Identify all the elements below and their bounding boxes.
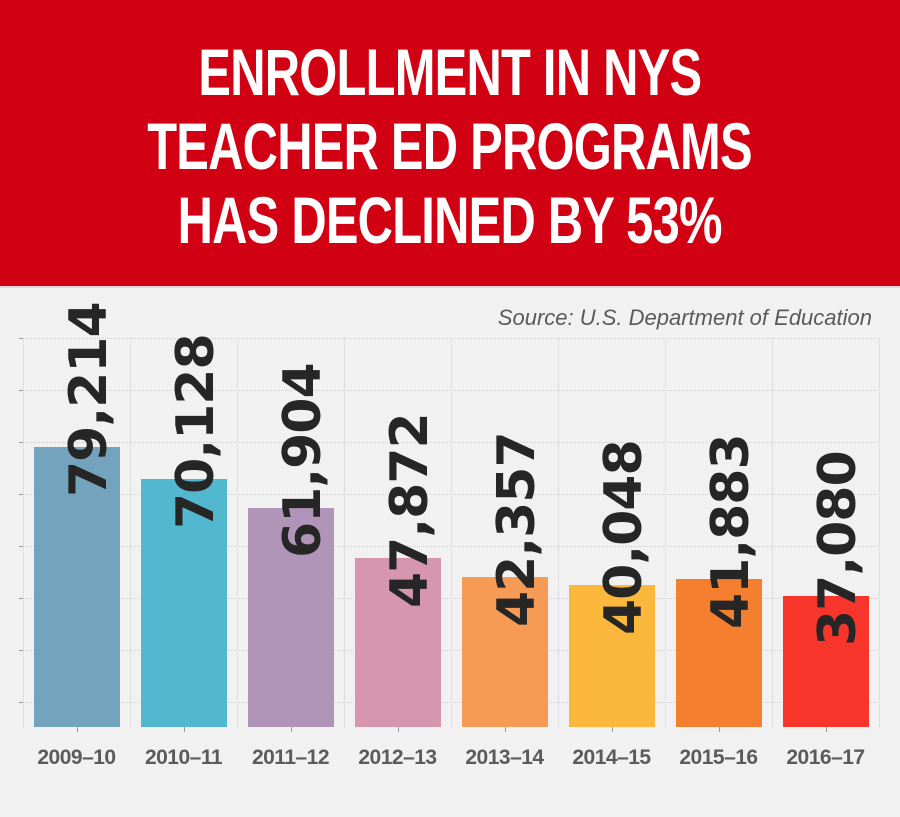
- x-tick: [612, 727, 613, 732]
- bar-value-label: 61,904: [273, 363, 333, 558]
- bar-2010–11: [141, 479, 227, 727]
- v-gridline: [130, 338, 131, 727]
- bar-value-label: 37,080: [808, 451, 868, 646]
- title-line-3: HAS DECLINED BY 53%: [177, 183, 723, 257]
- x-axis-label: 2009–10: [37, 746, 116, 769]
- v-gridline: [772, 338, 773, 727]
- bar-2014–15: [569, 585, 655, 727]
- source-note: Source: U.S. Department of Education: [497, 305, 872, 330]
- bar-2016–17: [783, 596, 869, 727]
- bar-2012–13: [355, 558, 441, 727]
- bar-value-label: 41,883: [701, 434, 761, 629]
- title-line-1: ENROLLMENT IN NYS: [198, 35, 703, 109]
- bar-2009–10: [34, 447, 120, 727]
- bar-value-label: 42,357: [487, 432, 547, 627]
- v-gridline: [665, 338, 666, 727]
- y-tick: [19, 494, 24, 495]
- bar-2011–12: [248, 508, 334, 727]
- x-axis-label: 2013–14: [465, 746, 544, 769]
- v-gridline: [451, 338, 452, 727]
- x-axis-label: 2016–17: [786, 746, 865, 769]
- v-gridline: [23, 338, 24, 727]
- bar-value-label: 79,214: [59, 302, 119, 497]
- bar-value-label: 47,872: [380, 413, 440, 608]
- y-tick: [19, 598, 24, 599]
- x-tick: [719, 727, 720, 732]
- x-axis-label: 2010–11: [144, 746, 223, 769]
- v-gridline: [344, 338, 345, 727]
- y-tick: [19, 650, 24, 651]
- x-tick: [826, 727, 827, 732]
- v-gridline: [558, 338, 559, 727]
- x-tick: [77, 727, 78, 732]
- y-tick: [19, 546, 24, 547]
- x-tick: [291, 727, 292, 732]
- v-gridline: [237, 338, 238, 727]
- plot-area: 79,214 70,128 61,904 47,872 42,357 40,048 41,8…: [19, 302, 880, 732]
- y-tick: [19, 702, 24, 703]
- y-tick: [19, 338, 24, 339]
- x-tick: [398, 727, 399, 732]
- x-tick: [184, 727, 185, 732]
- bar-2015–16: [676, 579, 762, 727]
- x-axis-label: 2012–13: [358, 746, 437, 769]
- header-divider: [0, 286, 900, 288]
- x-axis-label: 2011–12: [251, 746, 330, 769]
- title-banner: ENROLLMENT IN NYS TEACHER ED PROGRAMS HA…: [0, 0, 900, 286]
- y-tick: [19, 390, 24, 391]
- title-line-2: TEACHER ED PROGRAMS: [147, 109, 753, 183]
- bar-value-label: 70,128: [166, 334, 226, 529]
- v-gridline: [879, 338, 880, 727]
- x-axis-label: 2015–16: [679, 746, 758, 769]
- x-axis-label: 2014–15: [572, 746, 651, 769]
- bar-2013–14: [462, 577, 548, 727]
- bar-value-label: 40,048: [594, 440, 654, 635]
- y-tick: [19, 442, 24, 443]
- x-tick: [505, 727, 506, 732]
